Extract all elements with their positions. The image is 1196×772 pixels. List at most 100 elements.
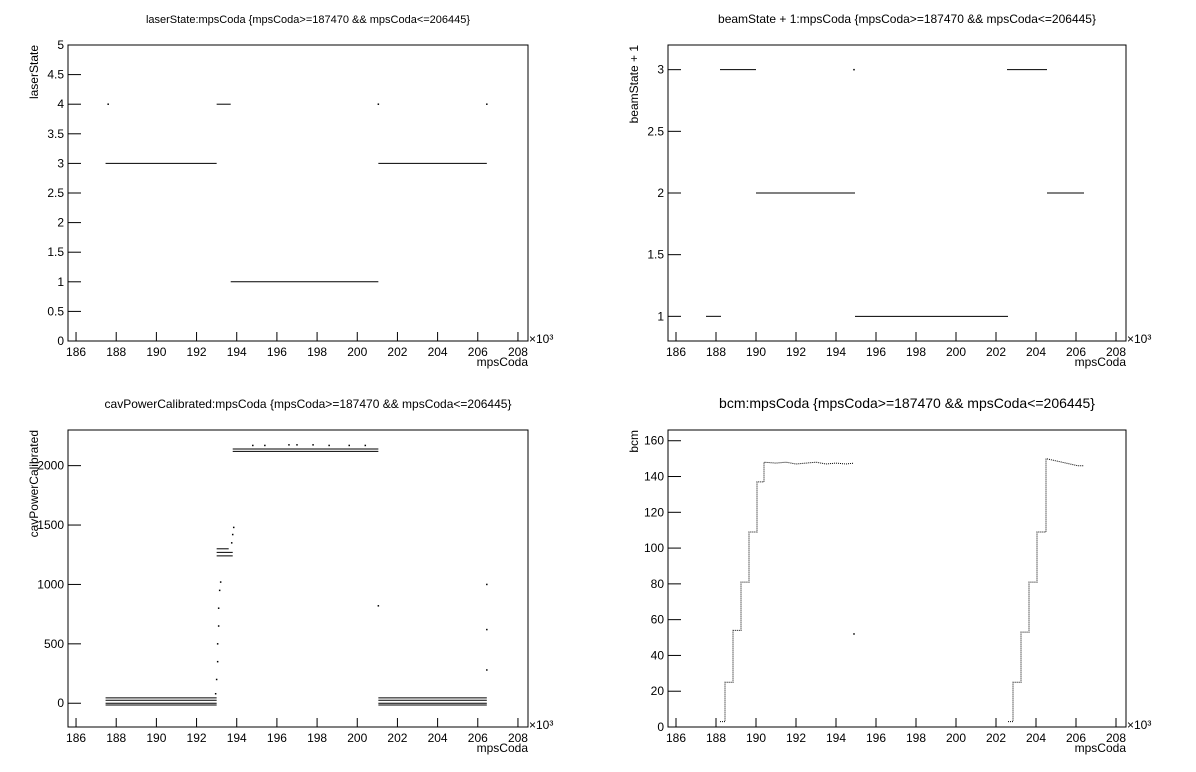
y-tick-label: 80 (651, 577, 665, 591)
x-axis-label: mpsCoda (1075, 741, 1127, 755)
x-tick-label: 186 (666, 345, 686, 359)
x-tick-label: 196 (866, 731, 886, 745)
y-tick-label: 120 (644, 505, 664, 519)
x-tick-label: 206 (1066, 345, 1086, 359)
x-tick-label: 208 (508, 731, 528, 745)
x-tick-label: 186 (66, 731, 86, 745)
chart-title: beamState + 1:mpsCoda {mpsCoda>=187470 &… (718, 12, 1096, 26)
data-line (1008, 458, 1084, 723)
y-tick-label: 20 (651, 684, 665, 698)
x-tick-label: 194 (227, 731, 247, 745)
data-point (217, 607, 220, 609)
x-tick-label: 194 (227, 345, 247, 359)
x-tick-label: 198 (906, 731, 926, 745)
x-tick-label: 206 (468, 345, 488, 359)
y-tick-label: 2 (57, 216, 64, 230)
x-tick-label: 208 (1106, 345, 1126, 359)
chart-title: cavPowerCalibrated:mpsCoda {mpsCoda>=187… (105, 397, 512, 411)
y-tick-label: 1 (657, 309, 664, 323)
x-scale-label: ×10³ (1127, 718, 1151, 732)
data-point (853, 633, 855, 635)
x-scale-label: ×10³ (1127, 332, 1151, 346)
data-point (214, 692, 217, 695)
x-tick-label: 202 (986, 345, 1006, 359)
x-tick-label: 206 (468, 731, 488, 745)
x-tick-label: 194 (826, 731, 846, 745)
data-point (218, 589, 221, 592)
x-axis-label: mpsCoda (477, 741, 529, 755)
x-tick-label: 186 (66, 345, 86, 359)
y-tick-label: 2.5 (47, 186, 64, 200)
data-point (231, 533, 234, 536)
y-tick-label: 2.5 (647, 124, 664, 138)
y-tick-label: 3 (57, 156, 64, 170)
x-tick-label: 190 (746, 345, 766, 359)
x-tick-label: 186 (666, 731, 686, 745)
y-tick-label: 140 (644, 470, 664, 484)
x-tick-label: 196 (866, 345, 886, 359)
x-tick-label: 196 (267, 345, 287, 359)
x-tick-label: 204 (428, 731, 448, 745)
chart-title: laserState:mpsCoda {mpsCoda>=187470 && m… (146, 14, 470, 26)
data-point (853, 68, 855, 71)
x-axis-label: mpsCoda (477, 355, 529, 369)
y-tick-label: 40 (651, 648, 665, 662)
x-axis-label: mpsCoda (1075, 355, 1127, 369)
data-point (486, 103, 488, 105)
x-tick-label: 188 (106, 731, 126, 745)
data-point (216, 660, 219, 663)
y-tick-label: 5 (57, 38, 64, 52)
y-tick-label: 0.5 (47, 304, 64, 318)
x-tick-label: 192 (187, 345, 207, 359)
x-tick-label: 202 (986, 731, 1006, 745)
y-axis-label: beamState + 1 (627, 45, 641, 124)
y-axis-label: bcm (627, 430, 641, 453)
x-tick-label: 192 (786, 345, 806, 359)
x-tick-label: 194 (826, 345, 846, 359)
y-tick-label: 1.5 (47, 245, 64, 259)
x-tick-label: 188 (706, 731, 726, 745)
x-tick-label: 190 (746, 731, 766, 745)
x-tick-label: 200 (946, 731, 966, 745)
data-point (232, 526, 235, 529)
data-point (364, 444, 367, 447)
y-axis-label: laserState (27, 45, 41, 99)
x-tick-label: 198 (307, 731, 327, 745)
x-tick-label: 208 (508, 345, 528, 359)
x-tick-label: 204 (1026, 731, 1046, 745)
y-tick-label: 1 (57, 275, 64, 289)
y-tick-label: 3 (657, 63, 664, 77)
data-point (219, 581, 222, 583)
y-tick-label: 0 (57, 334, 64, 348)
x-tick-label: 188 (106, 345, 126, 359)
x-tick-label: 192 (187, 731, 207, 745)
plot-frame (667, 429, 1127, 728)
y-tick-label: 100 (644, 541, 664, 555)
data-point (486, 583, 488, 586)
data-point (107, 103, 109, 105)
data-point (328, 444, 330, 447)
x-tick-label: 202 (387, 731, 407, 745)
y-tick-label: 4.5 (47, 68, 64, 82)
plot-frame (67, 429, 529, 728)
x-scale-label: ×10³ (529, 718, 553, 732)
y-tick-label: 160 (644, 434, 664, 448)
x-tick-label: 190 (146, 731, 166, 745)
y-tick-label: 2 (657, 186, 664, 200)
y-tick-label: 3.5 (47, 127, 64, 141)
x-tick-label: 206 (1066, 731, 1086, 745)
data-point (215, 678, 218, 681)
data-point (264, 444, 266, 447)
x-tick-label: 188 (706, 345, 726, 359)
y-tick-label: 2000 (37, 459, 64, 473)
data-line (720, 461, 855, 723)
data-point (348, 444, 350, 447)
x-tick-label: 202 (387, 345, 407, 359)
x-tick-label: 200 (347, 345, 367, 359)
data-point (486, 628, 488, 631)
x-tick-label: 198 (307, 345, 327, 359)
x-tick-label: 204 (1026, 345, 1046, 359)
data-point (296, 444, 298, 446)
x-tick-label: 208 (1106, 731, 1126, 745)
